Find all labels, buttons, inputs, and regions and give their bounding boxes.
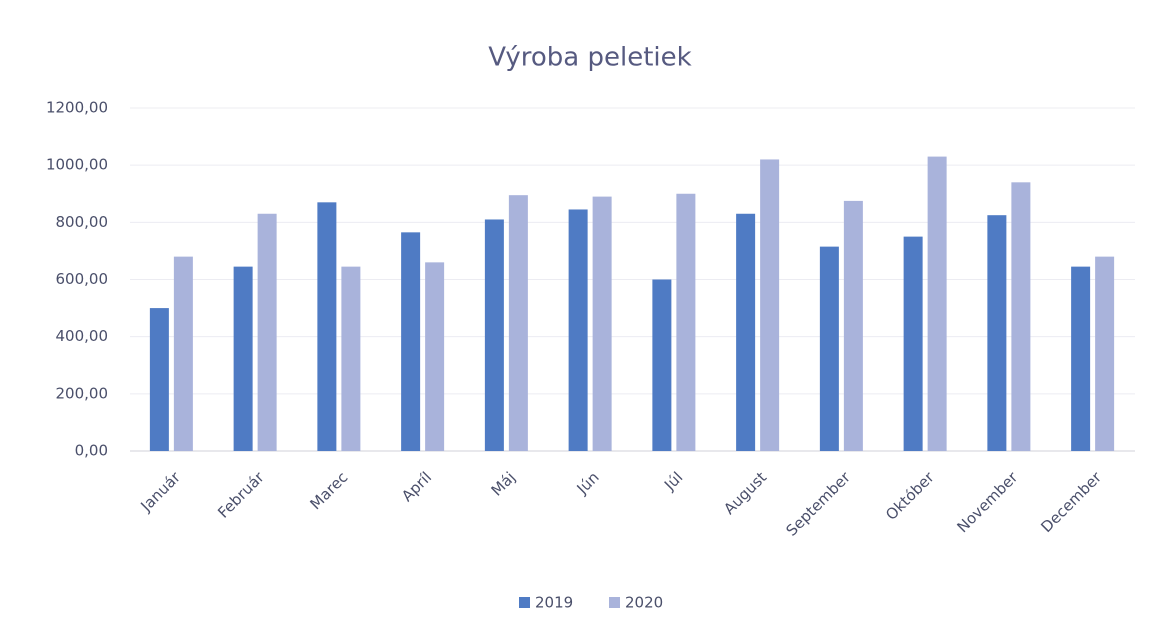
x-tick-label: Máj <box>488 468 519 499</box>
legend-swatch <box>609 597 620 608</box>
bar <box>233 266 253 451</box>
chart-title: Výroba peletiek <box>488 43 691 73</box>
x-tick-label: Október <box>882 468 938 524</box>
x-tick-label: Marec <box>307 468 352 513</box>
legend-swatch <box>519 597 530 608</box>
x-tick-label: Apríl <box>398 468 435 505</box>
bar <box>652 279 672 451</box>
y-tick-label: 400,00 <box>56 327 109 345</box>
bar <box>987 215 1007 451</box>
bar <box>819 246 839 451</box>
bar <box>903 236 923 451</box>
bar <box>1095 256 1115 451</box>
legend-label: 2019 <box>535 594 573 612</box>
x-tick-label: December <box>1037 468 1105 536</box>
y-tick-label: 600,00 <box>56 270 109 288</box>
y-tick-label: 1000,00 <box>46 156 108 174</box>
bar <box>484 219 504 451</box>
bar <box>736 213 756 451</box>
bar <box>568 209 588 451</box>
y-tick-label: 800,00 <box>56 213 109 231</box>
x-tick-label: Január <box>137 468 185 516</box>
bar <box>401 232 421 451</box>
bar <box>257 213 277 451</box>
bar <box>1071 266 1091 451</box>
bar <box>843 200 863 451</box>
x-tick-label: November <box>953 468 1021 536</box>
bar <box>508 195 528 451</box>
bar <box>149 308 169 451</box>
bar <box>760 159 780 451</box>
x-tick-label: Február <box>214 468 268 522</box>
x-tick-label: Jún <box>573 468 603 498</box>
y-tick-label: 0,00 <box>75 442 108 460</box>
y-tick-label: 1200,00 <box>46 99 108 117</box>
x-tick-label: September <box>783 468 855 540</box>
bar <box>173 256 193 451</box>
bar <box>317 202 337 451</box>
bar <box>341 266 361 451</box>
bar <box>425 262 445 451</box>
bar <box>676 193 696 451</box>
x-tick-label: August <box>720 468 770 518</box>
bar <box>592 196 612 451</box>
y-tick-label: 200,00 <box>56 384 109 402</box>
bar <box>927 156 947 451</box>
x-tick-label: Júl <box>660 468 686 494</box>
bar <box>1011 182 1031 452</box>
legend-label: 2020 <box>625 594 663 612</box>
